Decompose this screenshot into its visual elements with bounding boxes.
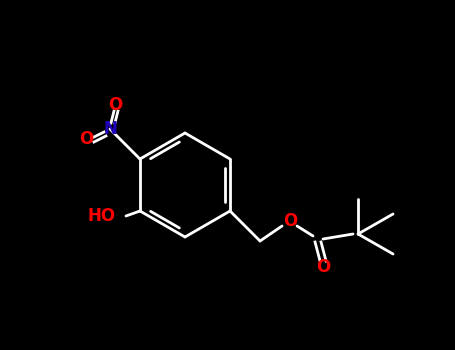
Text: O: O — [79, 130, 93, 148]
Text: O: O — [283, 212, 297, 230]
Text: N: N — [103, 120, 117, 138]
Text: O: O — [108, 96, 122, 114]
Text: O: O — [316, 258, 330, 276]
Text: HO: HO — [88, 207, 116, 225]
